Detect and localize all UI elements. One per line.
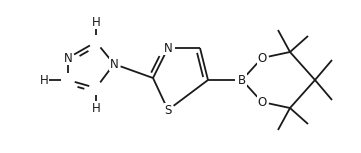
Text: N: N	[64, 52, 72, 65]
Text: S: S	[164, 103, 172, 116]
Text: N: N	[164, 41, 172, 54]
Text: O: O	[257, 95, 267, 108]
Text: N: N	[110, 58, 118, 71]
Text: B: B	[238, 73, 246, 86]
Text: O: O	[257, 52, 267, 65]
Text: H: H	[92, 101, 100, 114]
Text: H: H	[92, 15, 100, 28]
Text: H: H	[40, 73, 48, 86]
